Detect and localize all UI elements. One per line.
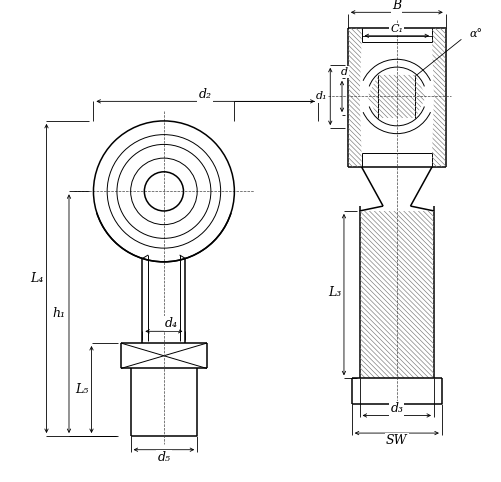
Text: C₁: C₁ [389, 24, 402, 34]
Text: SW: SW [385, 434, 407, 447]
Text: α°: α° [468, 29, 481, 39]
Text: L₄: L₄ [30, 272, 43, 285]
Text: d: d [340, 67, 347, 77]
Text: h₁: h₁ [53, 307, 66, 320]
Text: d₃: d₃ [389, 402, 402, 415]
Text: L₃: L₃ [328, 286, 341, 299]
Text: L₅: L₅ [75, 383, 88, 396]
Text: d₄: d₄ [165, 317, 178, 330]
Text: d₅: d₅ [157, 451, 170, 464]
Text: d₂: d₂ [198, 88, 211, 101]
Text: d₁: d₁ [315, 92, 327, 101]
Text: B: B [391, 0, 401, 12]
